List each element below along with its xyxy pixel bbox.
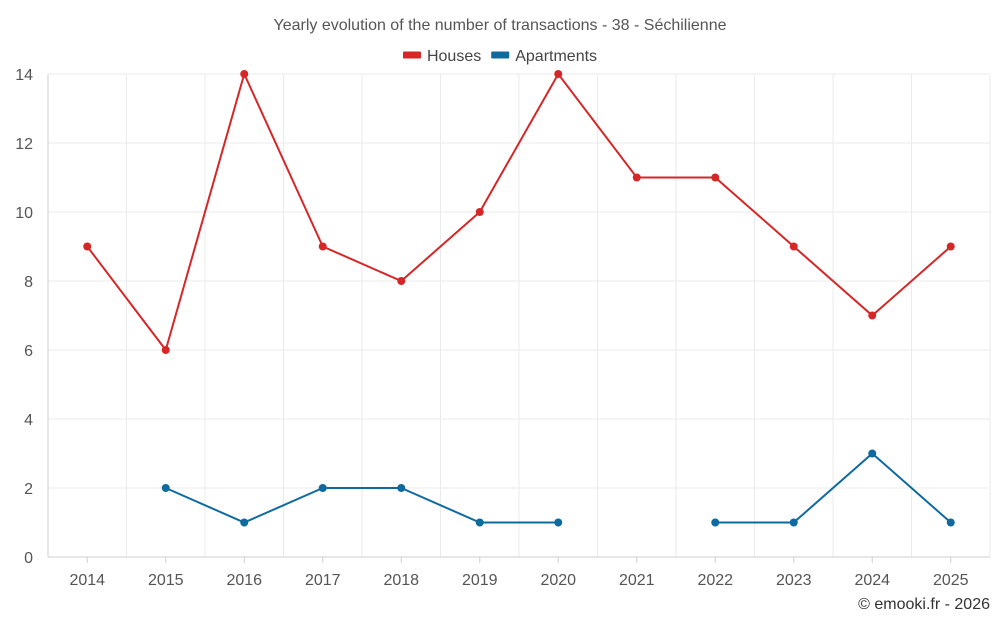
legend-swatch bbox=[402, 51, 421, 59]
series-houses bbox=[83, 70, 955, 354]
data-point-houses[interactable] bbox=[711, 173, 720, 182]
y-tick-label: 8 bbox=[24, 274, 33, 291]
x-tick-label: 2014 bbox=[69, 572, 105, 589]
data-point-apartments[interactable] bbox=[240, 518, 249, 527]
x-tick-label: 2017 bbox=[305, 572, 341, 589]
credit-text: © emooki.fr - 2026 bbox=[858, 596, 990, 613]
legend-label: Houses bbox=[427, 48, 481, 65]
data-point-apartments[interactable] bbox=[397, 484, 406, 492]
data-point-apartments[interactable] bbox=[475, 518, 484, 527]
legend: Houses Apartments bbox=[402, 48, 597, 65]
series-apartments bbox=[161, 449, 955, 527]
y-tick-label: 2 bbox=[24, 481, 33, 498]
data-point-houses[interactable] bbox=[946, 242, 955, 251]
data-point-houses[interactable] bbox=[789, 242, 798, 251]
data-point-apartments[interactable] bbox=[789, 518, 798, 527]
series-line-houses bbox=[86, 71, 952, 353]
y-tick-label: 10 bbox=[15, 205, 33, 222]
legend-swatch bbox=[491, 51, 510, 59]
y-tick-label: 12 bbox=[15, 136, 33, 153]
data-point-apartments[interactable] bbox=[161, 484, 170, 492]
series-line-apartments bbox=[715, 452, 952, 524]
data-point-apartments[interactable] bbox=[946, 518, 955, 527]
x-tick-label: 2020 bbox=[540, 572, 576, 589]
data-point-houses[interactable] bbox=[161, 346, 170, 354]
data-point-houses[interactable] bbox=[632, 173, 641, 182]
x-tick-label: 2019 bbox=[462, 572, 498, 589]
chart-title: Yearly evolution of the number of transa… bbox=[273, 17, 726, 34]
series-group bbox=[83, 70, 955, 527]
data-point-houses[interactable] bbox=[83, 242, 92, 251]
series-line-apartments bbox=[165, 487, 559, 524]
axes: 0 2 4 6 8 10 12 14 2014 2015 2016 2017 2018 2019 2020 2… bbox=[15, 67, 990, 589]
data-point-houses[interactable] bbox=[868, 311, 877, 320]
gridlines bbox=[48, 73, 991, 557]
data-point-houses[interactable] bbox=[475, 208, 484, 216]
x-tick-label: 2016 bbox=[226, 572, 262, 589]
data-point-apartments[interactable] bbox=[318, 484, 327, 492]
legend-item-houses[interactable]: Houses bbox=[402, 48, 481, 65]
data-point-apartments[interactable] bbox=[868, 449, 877, 458]
x-tick-label: 2022 bbox=[697, 572, 733, 589]
data-point-apartments[interactable] bbox=[554, 518, 563, 527]
data-point-houses[interactable] bbox=[240, 70, 249, 78]
x-tick-label: 2018 bbox=[383, 572, 419, 589]
data-point-apartments[interactable] bbox=[711, 518, 720, 527]
y-tick-label: 0 bbox=[24, 550, 33, 567]
x-tick-label: 2024 bbox=[854, 572, 890, 589]
data-point-houses[interactable] bbox=[554, 70, 563, 78]
data-point-houses[interactable] bbox=[318, 242, 327, 251]
x-tick-label: 2015 bbox=[148, 572, 184, 589]
y-tick-label: 6 bbox=[24, 343, 33, 360]
x-tick-label: 2025 bbox=[933, 572, 969, 589]
legend-label: Apartments bbox=[515, 48, 597, 65]
x-tick-label: 2021 bbox=[619, 572, 655, 589]
data-point-houses[interactable] bbox=[397, 277, 406, 285]
y-tick-label: 14 bbox=[15, 67, 33, 84]
legend-item-apartments[interactable]: Apartments bbox=[491, 48, 597, 65]
y-tick-label: 4 bbox=[24, 412, 33, 429]
x-tick-label: 2023 bbox=[776, 572, 812, 589]
